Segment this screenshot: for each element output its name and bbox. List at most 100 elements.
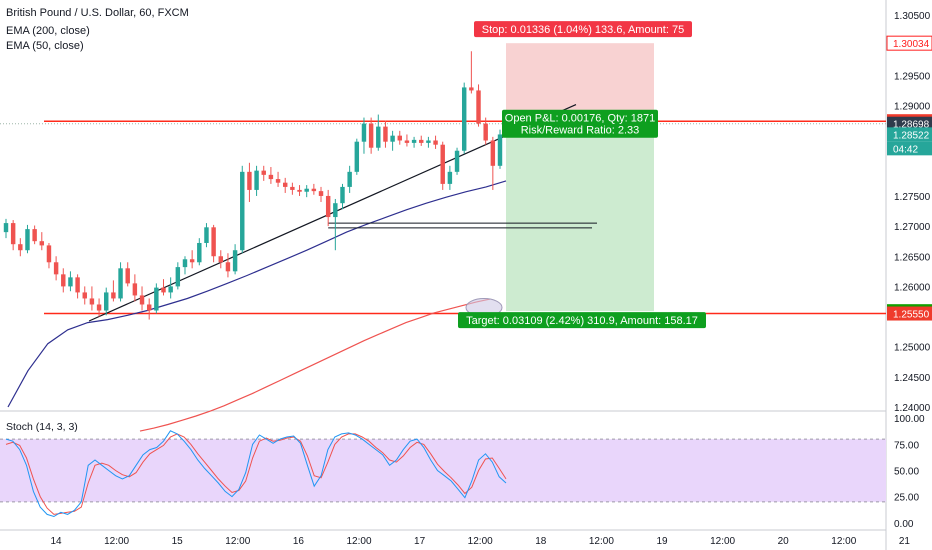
candle-body xyxy=(354,141,360,172)
candle-body xyxy=(426,140,431,143)
price-tick-label: 1.27000 xyxy=(894,222,931,233)
candle-body xyxy=(419,139,424,143)
candle-body xyxy=(25,229,30,251)
pnl-text-1: Open P&L: 0.00176, Qty: 1871 xyxy=(505,113,655,125)
candle xyxy=(211,224,216,263)
price-badge-bg xyxy=(887,127,932,142)
price-badge-bg xyxy=(886,35,932,51)
candle-body xyxy=(39,241,45,246)
pnl-label-bg xyxy=(502,109,658,138)
candle-body xyxy=(454,150,460,172)
price-badge: 1.25550 xyxy=(887,306,932,321)
candle-body xyxy=(461,87,467,151)
candle xyxy=(469,51,474,94)
candle xyxy=(454,147,460,175)
time-tick-label: 19 xyxy=(656,536,668,547)
candle-body xyxy=(261,170,266,175)
candle xyxy=(139,286,145,311)
time-tick-label: 21 xyxy=(899,536,911,547)
candle-body xyxy=(325,195,331,218)
stoch-d-line xyxy=(5,433,507,515)
candle-body xyxy=(440,144,445,184)
candle xyxy=(82,286,87,305)
candle xyxy=(225,253,231,278)
candle-body xyxy=(53,262,59,275)
candle-body xyxy=(46,245,52,263)
candle xyxy=(161,279,166,296)
pnl-text-2: Risk/Reward Ratio: 2.33 xyxy=(521,125,640,137)
stoch-indicator-label[interactable]: Stoch (14, 3, 3) xyxy=(6,421,78,433)
time-tick-label: 12:00 xyxy=(225,536,250,547)
candle-body xyxy=(476,90,481,124)
time-tick-label: 16 xyxy=(293,536,305,547)
candle xyxy=(125,262,130,287)
candle xyxy=(240,165,245,254)
candle-body xyxy=(433,140,438,145)
stoch-tick-label: 0.00 xyxy=(894,519,914,530)
stoch-tick-label: 50.00 xyxy=(894,467,919,478)
price-badge: 1.28522 xyxy=(887,127,932,142)
candle-body xyxy=(318,191,324,196)
candle xyxy=(419,135,424,146)
candle-body xyxy=(75,277,80,293)
candle-body xyxy=(132,283,138,296)
candle xyxy=(18,238,23,257)
candle xyxy=(53,256,59,281)
candle xyxy=(75,274,80,299)
candle-body xyxy=(275,179,281,183)
candle-body xyxy=(18,244,23,251)
ema200-line xyxy=(139,298,491,432)
candle-body xyxy=(376,126,381,148)
candle-body xyxy=(304,188,309,192)
candle-body xyxy=(490,140,496,166)
candle-body xyxy=(397,135,402,141)
candle xyxy=(204,223,209,248)
candle xyxy=(376,114,381,151)
ema50-indicator-label[interactable]: EMA (50, close) xyxy=(6,40,84,52)
candle xyxy=(404,134,410,147)
ema200-indicator-label[interactable]: EMA (200, close) xyxy=(6,25,90,37)
candle-body xyxy=(447,171,453,184)
candle xyxy=(89,286,95,311)
candle xyxy=(440,141,445,190)
candle xyxy=(483,117,488,145)
candle xyxy=(32,225,37,245)
candle xyxy=(340,183,345,210)
candle-body xyxy=(225,262,231,272)
price-tick-label: 1.27500 xyxy=(894,192,931,203)
candle xyxy=(318,186,324,202)
candle xyxy=(218,250,224,269)
candle xyxy=(96,298,102,317)
candle-body xyxy=(104,292,109,311)
candle-body xyxy=(111,292,116,299)
price-tick-label: 1.29500 xyxy=(894,71,931,82)
candle xyxy=(111,280,116,302)
candle xyxy=(333,198,338,251)
candle-body xyxy=(383,126,388,142)
candle xyxy=(354,138,360,175)
candle-body xyxy=(218,256,224,263)
time-tick-label: 12:00 xyxy=(831,536,856,547)
price-tick-label: 1.25000 xyxy=(894,343,931,354)
candle-body xyxy=(368,123,374,148)
candle-body xyxy=(268,174,274,180)
price-badge-text: 1.28522 xyxy=(893,130,930,141)
candle-body xyxy=(232,250,238,272)
candle xyxy=(447,165,453,190)
candle xyxy=(118,262,123,302)
candle xyxy=(39,232,45,251)
candle xyxy=(146,298,152,320)
price-badge-text: 1.25550 xyxy=(893,310,930,321)
candle-body xyxy=(82,292,87,299)
candle xyxy=(347,165,352,193)
candle xyxy=(189,250,195,269)
candle-body xyxy=(96,304,102,311)
candle xyxy=(490,136,496,190)
candle-body xyxy=(168,286,173,293)
candle xyxy=(132,274,138,302)
candle-body xyxy=(483,123,488,141)
candle xyxy=(411,136,417,148)
candle-body xyxy=(297,189,302,192)
pnl-label: Open P&L: 0.00176, Qty: 1871Risk/Reward … xyxy=(502,109,658,138)
